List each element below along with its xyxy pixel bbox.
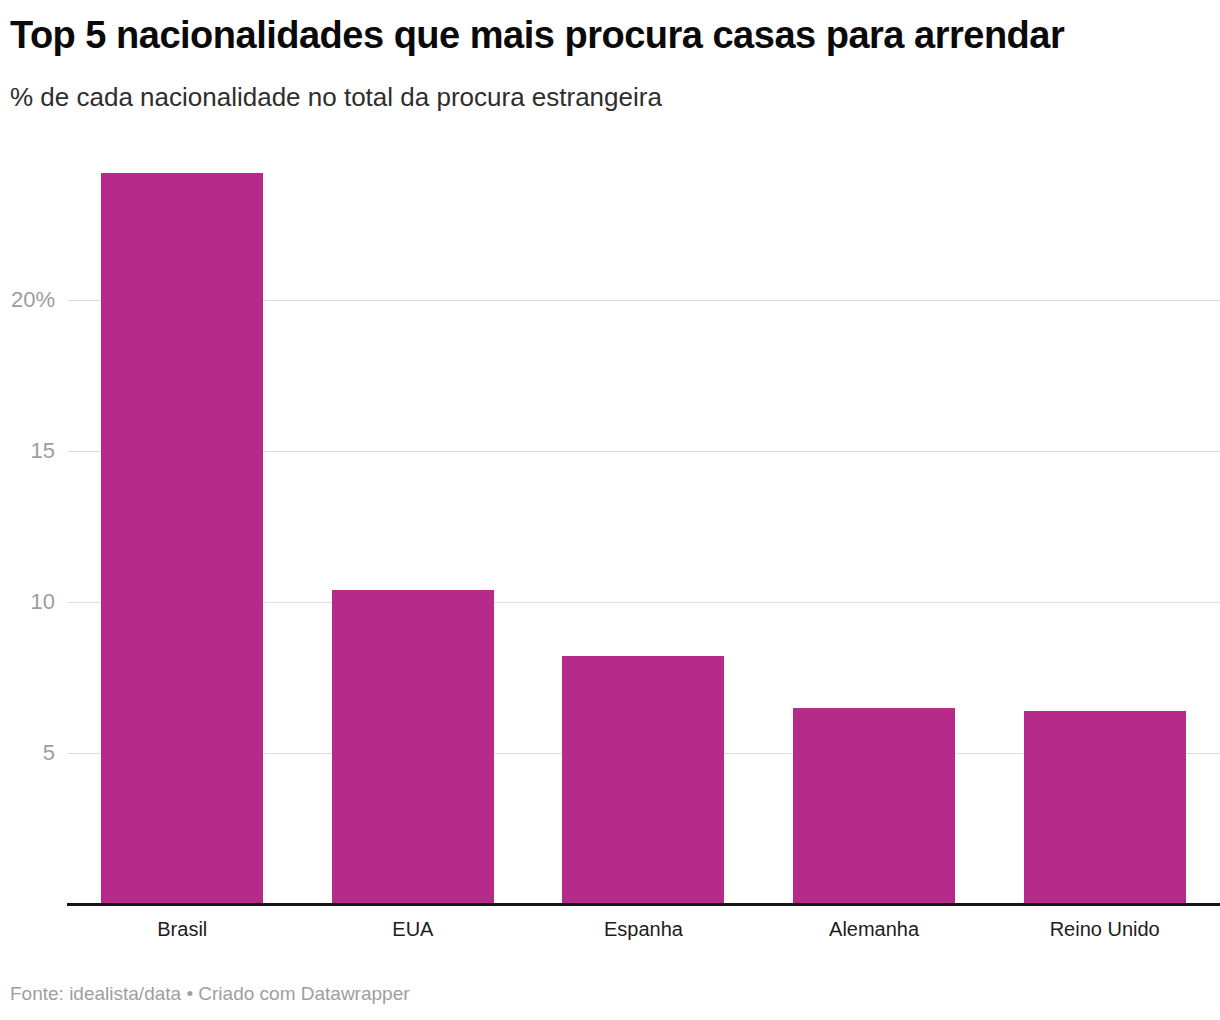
- x-axis-baseline: [67, 903, 1220, 906]
- bars-row: [67, 170, 1220, 904]
- chart-subtitle: % de cada nacionalidade no total da proc…: [10, 82, 662, 112]
- x-axis-labels: BrasilEUAEspanhaAlemanhaReino Unido: [67, 916, 1220, 942]
- y-tick-label-10: 10: [0, 590, 55, 614]
- chart-footer: Fonte: idealista/data • Criado com Dataw…: [10, 982, 410, 1006]
- plot-area: [67, 170, 1220, 904]
- bar-alemanha: [793, 708, 955, 904]
- chart-title: Top 5 nacionalidades que mais procura ca…: [10, 12, 1210, 58]
- bar-espanha: [562, 656, 724, 904]
- x-label-espanha: Espanha: [528, 916, 759, 942]
- y-tick-label-5: 5: [0, 741, 55, 765]
- y-tick-label-20: 20%: [0, 288, 55, 312]
- x-label-brasil: Brasil: [67, 916, 298, 942]
- x-label-alemanha: Alemanha: [759, 916, 990, 942]
- x-label-reino-unido: Reino Unido: [989, 916, 1220, 942]
- bar-brasil: [101, 173, 263, 904]
- bar-reino-unido: [1024, 711, 1186, 904]
- x-label-eua: EUA: [298, 916, 529, 942]
- bar-eua: [332, 590, 494, 904]
- bar-slot-alemanha: [759, 170, 990, 904]
- y-tick-label-15: 15: [0, 439, 55, 463]
- chart-header: Top 5 nacionalidades que mais procura ca…: [10, 12, 1210, 58]
- bar-slot-reino-unido: [989, 170, 1220, 904]
- bar-slot-eua: [298, 170, 529, 904]
- bar-slot-brasil: [67, 170, 298, 904]
- bar-slot-espanha: [528, 170, 759, 904]
- y-axis: 5 10 15 20%: [0, 170, 55, 904]
